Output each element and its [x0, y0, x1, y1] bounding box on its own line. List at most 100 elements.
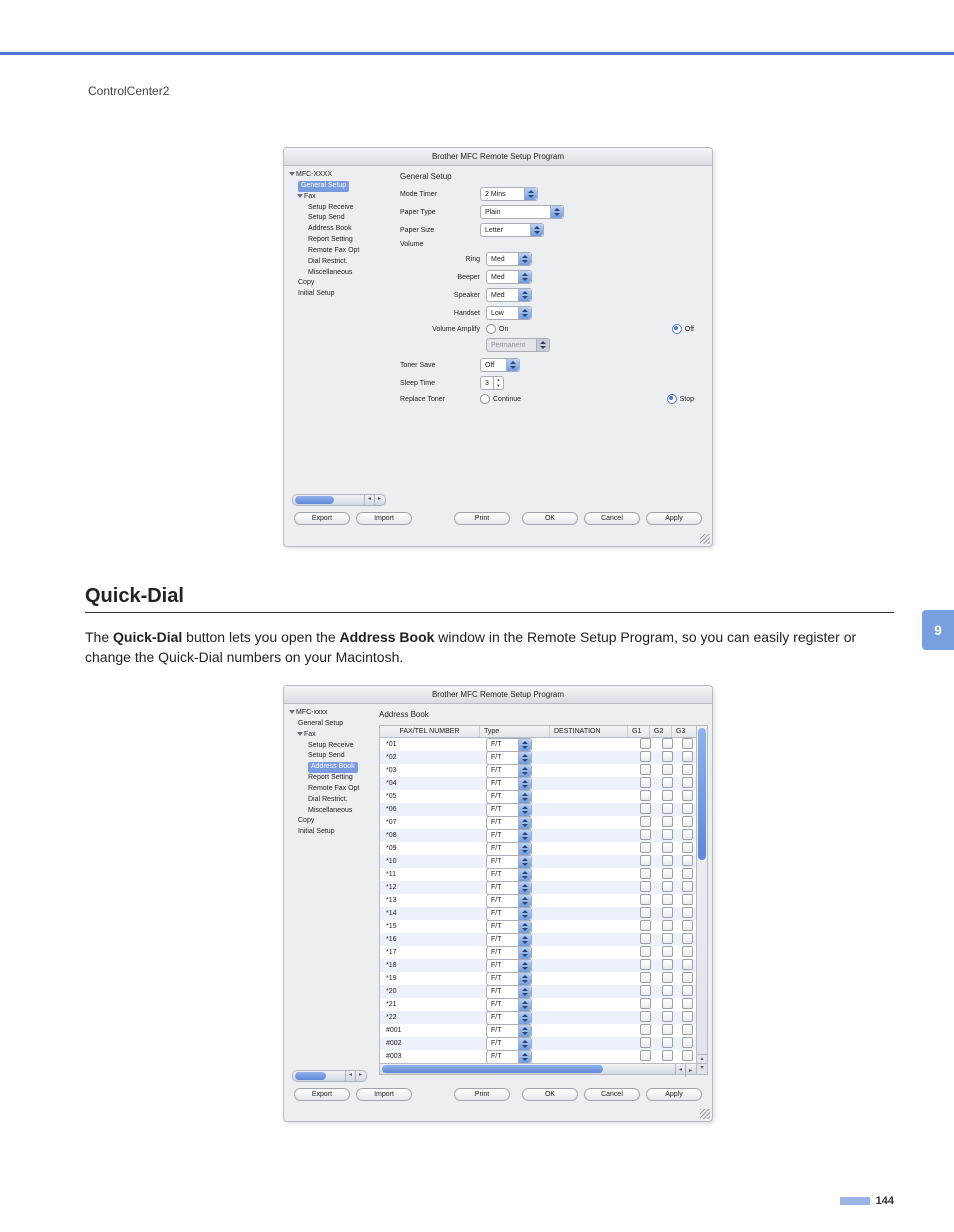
- type-select[interactable]: F/T: [486, 1037, 532, 1051]
- handset-select[interactable]: Low: [486, 306, 532, 320]
- type-select[interactable]: F/T: [486, 764, 532, 778]
- vol-amp-on[interactable]: On: [486, 324, 508, 334]
- g3-checkbox[interactable]: [682, 803, 693, 814]
- g3-checkbox[interactable]: [682, 946, 693, 957]
- beeper-select[interactable]: Med: [486, 270, 532, 284]
- type-select[interactable]: F/T: [486, 920, 532, 934]
- g3-checkbox[interactable]: [682, 998, 693, 1009]
- type-select[interactable]: F/T: [486, 946, 532, 960]
- g2-checkbox[interactable]: [662, 842, 673, 853]
- g2-checkbox[interactable]: [662, 985, 673, 996]
- g3-checkbox[interactable]: [682, 1011, 693, 1022]
- g2-checkbox[interactable]: [662, 829, 673, 840]
- g3-checkbox[interactable]: [682, 985, 693, 996]
- g3-checkbox[interactable]: [682, 1037, 693, 1048]
- g1-checkbox[interactable]: [640, 738, 651, 749]
- g2-checkbox[interactable]: [662, 972, 673, 983]
- g2-checkbox[interactable]: [662, 868, 673, 879]
- table-row[interactable]: *16F/T: [380, 933, 696, 946]
- table-row[interactable]: *07F/T: [380, 816, 696, 829]
- type-select[interactable]: F/T: [486, 933, 532, 947]
- settings-tree[interactable]: MFC-xxxx General Setup Fax Setup Receive…: [284, 704, 373, 1082]
- settings-tree[interactable]: MFC-XXXX General Setup Fax Setup Receive…: [284, 166, 392, 506]
- g1-checkbox[interactable]: [640, 855, 651, 866]
- speaker-select[interactable]: Med: [486, 288, 532, 302]
- cancel-button[interactable]: Cancel: [584, 512, 640, 525]
- g3-checkbox[interactable]: [682, 855, 693, 866]
- paper-size-select[interactable]: Letter: [480, 223, 544, 237]
- import-button[interactable]: Import: [356, 512, 412, 525]
- type-select[interactable]: F/T: [486, 881, 532, 895]
- g3-checkbox[interactable]: [682, 868, 693, 879]
- table-row[interactable]: #001F/T: [380, 1024, 696, 1037]
- type-select[interactable]: F/T: [486, 829, 532, 843]
- type-select[interactable]: F/T: [486, 972, 532, 986]
- g1-checkbox[interactable]: [640, 868, 651, 879]
- resize-handle[interactable]: [700, 1109, 710, 1119]
- g1-checkbox[interactable]: [640, 998, 651, 1009]
- type-select[interactable]: F/T: [486, 803, 532, 817]
- type-select[interactable]: F/T: [486, 738, 532, 752]
- g2-checkbox[interactable]: [662, 1024, 673, 1035]
- g1-checkbox[interactable]: [640, 881, 651, 892]
- g2-checkbox[interactable]: [662, 790, 673, 801]
- g1-checkbox[interactable]: [640, 751, 651, 762]
- g3-checkbox[interactable]: [682, 920, 693, 931]
- table-row[interactable]: *19F/T: [380, 972, 696, 985]
- g2-checkbox[interactable]: [662, 881, 673, 892]
- type-select[interactable]: F/T: [486, 894, 532, 908]
- g3-checkbox[interactable]: [682, 959, 693, 970]
- g3-checkbox[interactable]: [682, 842, 693, 853]
- g3-checkbox[interactable]: [682, 1024, 693, 1035]
- g1-checkbox[interactable]: [640, 894, 651, 905]
- g2-checkbox[interactable]: [662, 946, 673, 957]
- toner-save-select[interactable]: Off: [480, 358, 520, 372]
- g3-checkbox[interactable]: [682, 972, 693, 983]
- g1-checkbox[interactable]: [640, 1037, 651, 1048]
- replace-stop[interactable]: Stop: [667, 394, 694, 404]
- g1-checkbox[interactable]: [640, 972, 651, 983]
- g1-checkbox[interactable]: [640, 816, 651, 827]
- apply-button[interactable]: Apply: [646, 512, 702, 525]
- table-row[interactable]: #002F/T: [380, 1037, 696, 1050]
- type-select[interactable]: F/T: [486, 959, 532, 973]
- g3-checkbox[interactable]: [682, 751, 693, 762]
- table-row[interactable]: *02F/T: [380, 751, 696, 764]
- g2-checkbox[interactable]: [662, 816, 673, 827]
- g2-checkbox[interactable]: [662, 855, 673, 866]
- g3-checkbox[interactable]: [682, 816, 693, 827]
- table-row[interactable]: *03F/T: [380, 764, 696, 777]
- g2-checkbox[interactable]: [662, 738, 673, 749]
- table-row[interactable]: *12F/T: [380, 881, 696, 894]
- g3-checkbox[interactable]: [682, 907, 693, 918]
- table-row[interactable]: *18F/T: [380, 959, 696, 972]
- g1-checkbox[interactable]: [640, 829, 651, 840]
- table-row[interactable]: *20F/T: [380, 985, 696, 998]
- ok-button[interactable]: OK: [522, 1088, 578, 1101]
- table-row[interactable]: *04F/T: [380, 777, 696, 790]
- g3-checkbox[interactable]: [682, 894, 693, 905]
- cancel-button[interactable]: Cancel: [584, 1088, 640, 1101]
- sleep-time-stepper[interactable]: 3▴▾: [480, 376, 504, 390]
- g3-checkbox[interactable]: [682, 764, 693, 775]
- g2-checkbox[interactable]: [662, 998, 673, 1009]
- table-row[interactable]: *14F/T: [380, 907, 696, 920]
- table-row[interactable]: *22F/T: [380, 1011, 696, 1024]
- type-select[interactable]: F/T: [486, 1050, 532, 1064]
- g1-checkbox[interactable]: [640, 1011, 651, 1022]
- table-row[interactable]: *21F/T: [380, 998, 696, 1011]
- table-row[interactable]: *05F/T: [380, 790, 696, 803]
- g2-checkbox[interactable]: [662, 920, 673, 931]
- apply-button[interactable]: Apply: [646, 1088, 702, 1101]
- type-select[interactable]: F/T: [486, 1024, 532, 1038]
- g2-checkbox[interactable]: [662, 803, 673, 814]
- table-row[interactable]: *11F/T: [380, 868, 696, 881]
- type-select[interactable]: F/T: [486, 998, 532, 1012]
- g1-checkbox[interactable]: [640, 764, 651, 775]
- g1-checkbox[interactable]: [640, 985, 651, 996]
- type-select[interactable]: F/T: [486, 868, 532, 882]
- import-button[interactable]: Import: [356, 1088, 412, 1101]
- type-select[interactable]: F/T: [486, 1011, 532, 1025]
- g2-checkbox[interactable]: [662, 933, 673, 944]
- type-select[interactable]: F/T: [486, 907, 532, 921]
